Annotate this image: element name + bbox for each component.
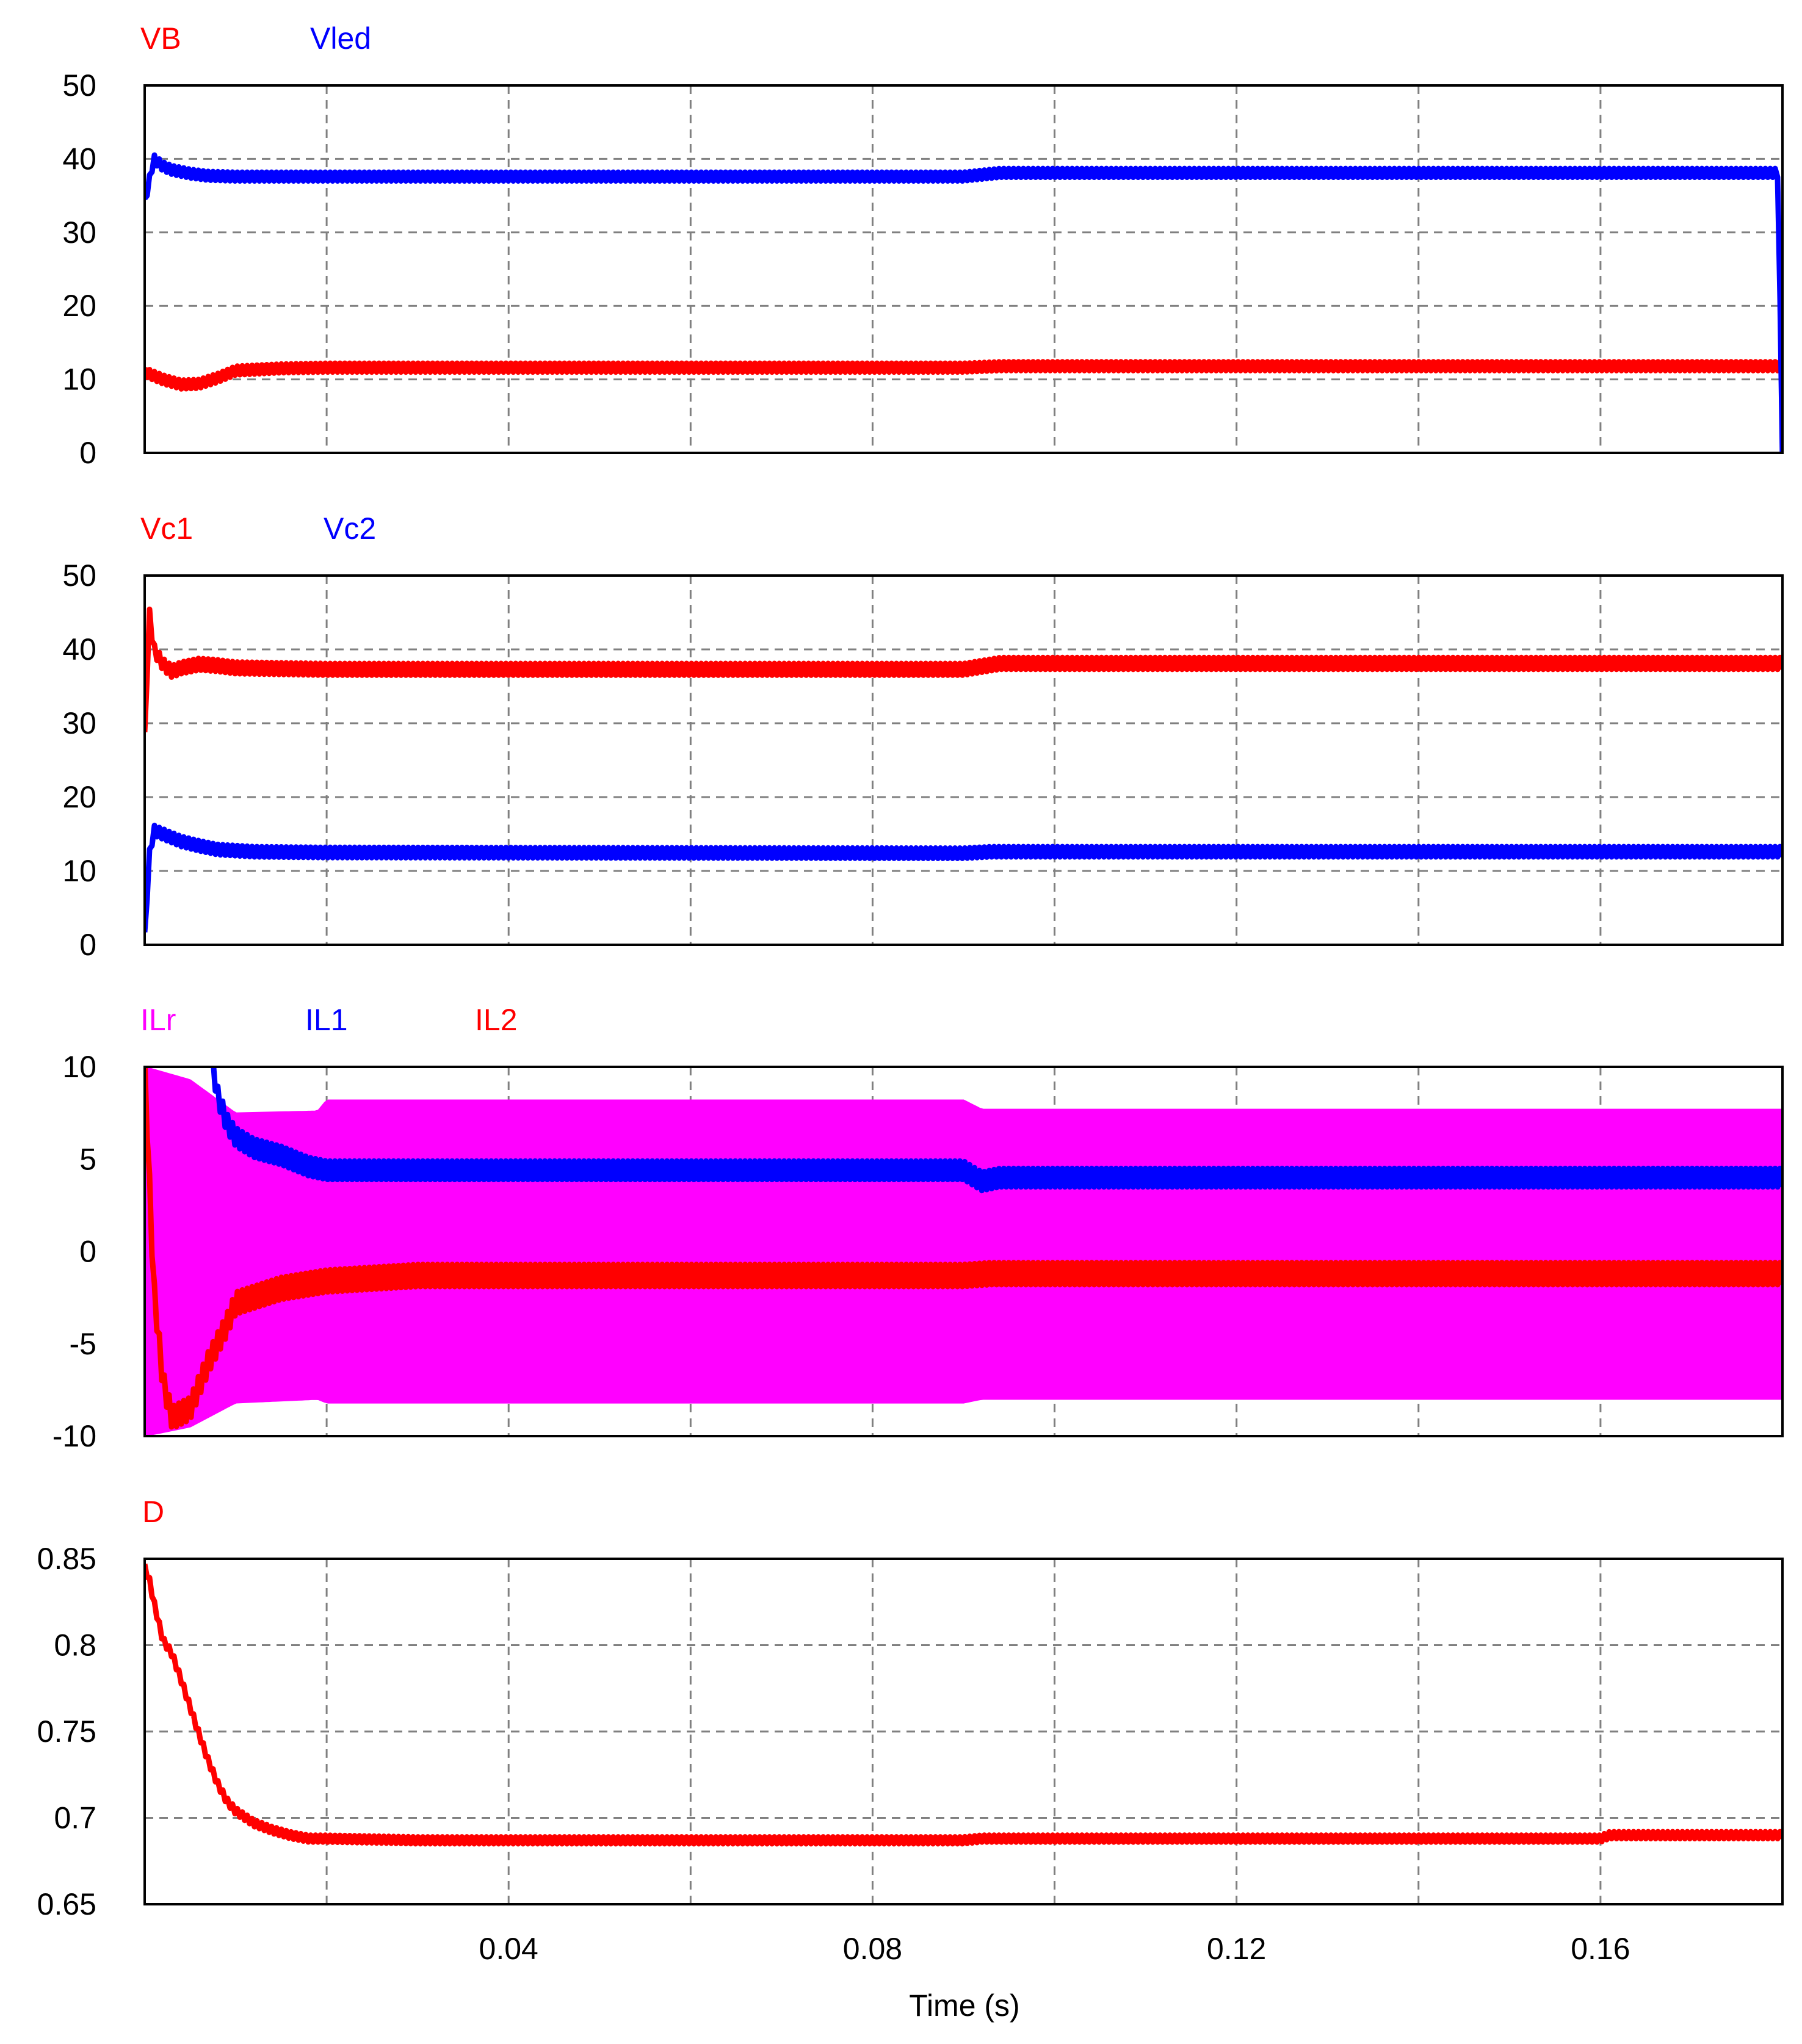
series-il2-line [145,1067,1782,1430]
y-tick-label: 30 [62,706,96,740]
plot-area [145,576,1782,945]
panel-1: 0 10 20 30 40 50 VB Vled [62,21,1784,470]
panel-2: 0 10 20 30 40 50 Vc1 Vc2 [62,511,1784,962]
plot-frame [143,1558,1784,1905]
x-tick-label: 0.12 [1207,1932,1266,1966]
y-tick-label: -10 [52,1419,96,1453]
y-tick-label: 50 [62,68,96,103]
series-il1-line [211,1067,1782,1194]
y-tick-label: 20 [62,780,96,814]
x-tick-label: 0.08 [843,1932,902,1966]
series-vc2-line [145,822,1782,933]
y-tick-label: 40 [62,632,96,666]
legend-vled: Vled [310,21,371,56]
y-tick-label: 0 [79,928,96,962]
x-axis-label: Time (s) [909,1988,1019,2023]
legend-vb: VB [140,21,181,56]
panel-3: -10 -5 0 5 10 ILr IL1 IL2 [52,1003,1784,1453]
series-group [145,1563,1782,1847]
x-tick-label: 0.16 [1571,1932,1630,1966]
legend-vc2: Vc2 [324,511,376,546]
y-tick-label: 20 [62,289,96,323]
series-group [145,152,1782,453]
plot-area [145,85,1782,453]
series-vled-line [145,152,1782,453]
y-tick-label: 5 [79,1142,96,1176]
y-tick-label: 0.65 [37,1887,96,1921]
legend-il1: IL1 [305,1003,348,1037]
series-group [145,606,1782,933]
series-d-line [145,1563,1782,1847]
panel-4: 0.65 0.7 0.75 0.8 0.85 D [37,1495,1784,1921]
y-tick-label: 10 [62,854,96,888]
y-tick-label: 0.85 [37,1542,96,1576]
y-tick-label: 40 [62,142,96,176]
legend-ilr: ILr [140,1003,176,1037]
legend-d: D [142,1495,164,1529]
series-group [145,1067,1782,1436]
y-tick-label: 30 [62,215,96,250]
plot-frame [143,574,1784,946]
y-tick-label: 50 [62,558,96,593]
y-tick-label: 0 [79,436,96,470]
plot-frame [143,84,1784,454]
legend-il2: IL2 [475,1003,518,1037]
x-tick-label: 0.04 [479,1932,538,1966]
y-tick-label: 10 [62,1050,96,1084]
y-tick-label: 0.8 [54,1628,96,1663]
series-vb-line [145,359,1782,392]
series-vc1-line [145,606,1782,732]
y-tick-label: 10 [62,363,96,397]
legend-vc1: Vc1 [140,511,193,546]
plot-frame [143,1066,1784,1437]
y-tick-label: 0.75 [37,1714,96,1749]
series-ilr-band [145,1067,1782,1436]
y-tick-label: 0 [79,1235,96,1269]
y-tick-label: -5 [70,1327,96,1361]
y-tick-label: 0.7 [54,1801,96,1835]
